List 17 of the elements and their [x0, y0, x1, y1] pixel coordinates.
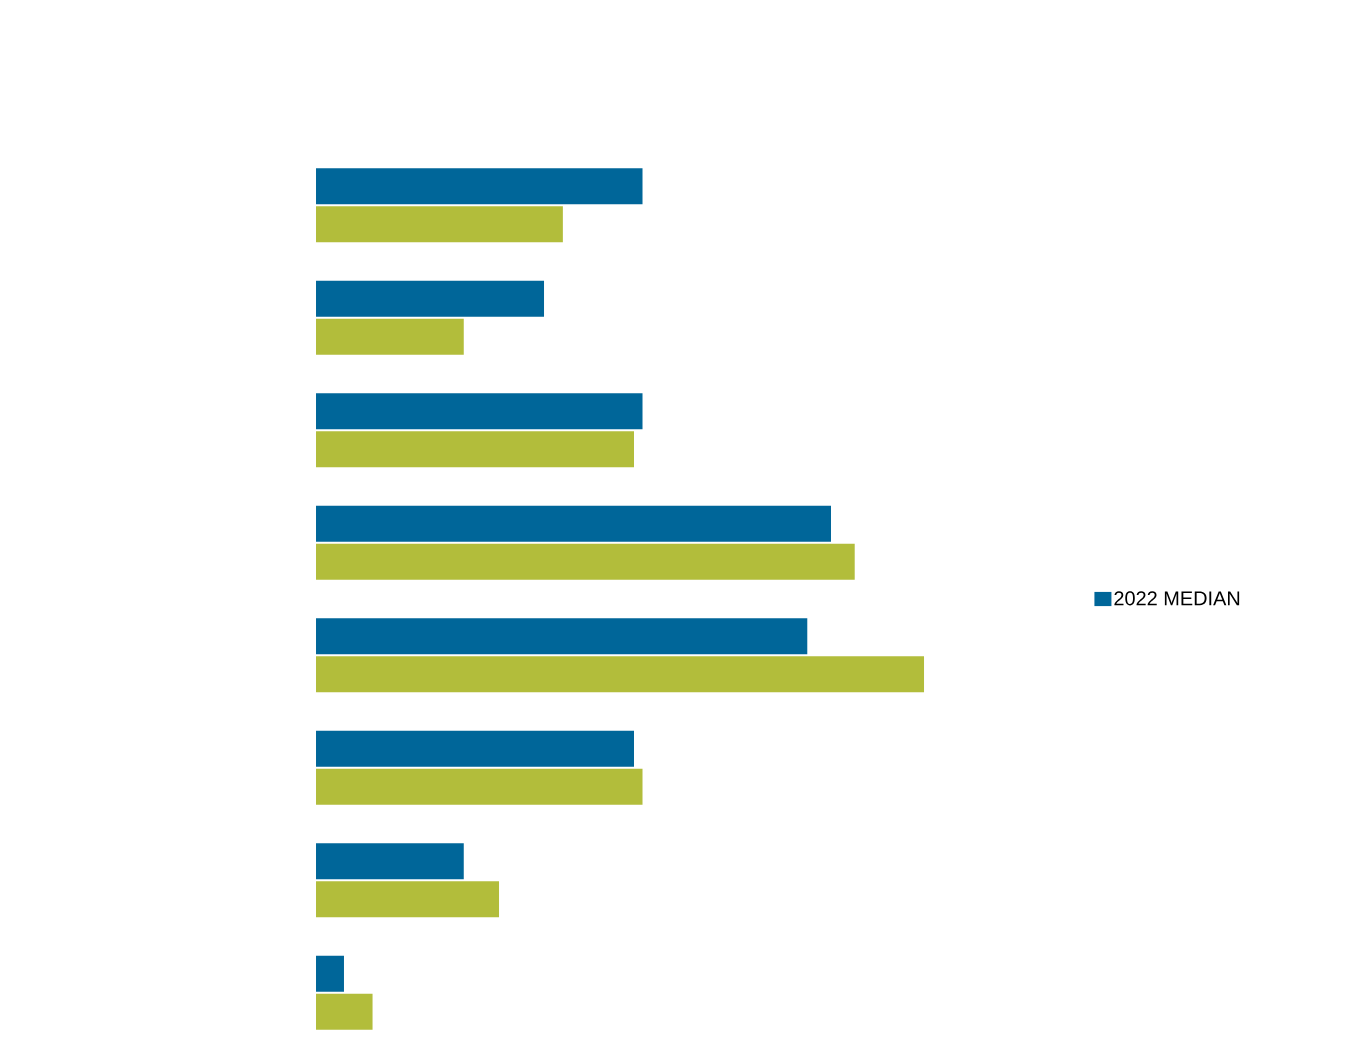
bar [316, 881, 500, 918]
bar [316, 431, 634, 468]
bar [316, 318, 464, 355]
bar [316, 168, 643, 205]
bar [316, 618, 808, 655]
bar [316, 206, 563, 243]
bar [316, 393, 643, 430]
bar [316, 505, 831, 542]
bar [316, 656, 925, 693]
bar [316, 280, 545, 317]
bar [316, 543, 855, 580]
bar [316, 993, 373, 1030]
bar [316, 843, 464, 880]
legend-label: 2022 MEDIAN [1114, 591, 1240, 606]
bar [316, 730, 634, 767]
bar [316, 955, 344, 992]
bar [316, 768, 643, 805]
